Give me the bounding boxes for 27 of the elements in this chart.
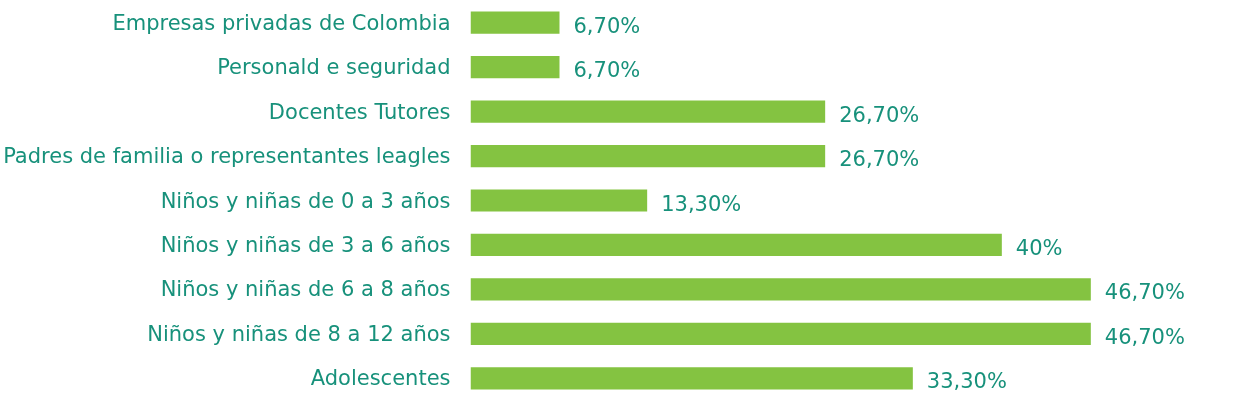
data-label: 26,70% [839, 147, 920, 172]
y-tick-label: Niños y niñas de 3 a 6 años [160, 232, 451, 257]
data-label: 6,70% [573, 58, 641, 83]
data-label: 6,70% [573, 13, 641, 38]
data-label: 40% [1015, 235, 1063, 260]
y-tick-label: Niños y niñas de 6 a 8 años [160, 277, 451, 302]
y-tick-label: Docentes Tutores [268, 99, 451, 124]
bar [470, 322, 1091, 345]
bar [470, 278, 1091, 301]
y-tick-label: Adolescentes [310, 366, 451, 391]
y-tick-label: Personald e seguridad [217, 55, 451, 80]
bar [470, 11, 560, 34]
y-tick-label: Niños y niñas de 0 a 3 años [160, 188, 451, 213]
y-tick-label: Niños y niñas de 8 a 12 años [147, 321, 451, 346]
bar [470, 56, 560, 79]
y-tick-label: Padres de familia o representantes leagles [3, 144, 451, 169]
bar [470, 189, 648, 212]
y-tick-label: Empresas privadas de Colombia [112, 10, 451, 35]
bar [470, 144, 826, 168]
data-label: 26,70% [839, 102, 920, 127]
bar [470, 233, 1002, 257]
bar [470, 367, 913, 390]
data-label: 46,70% [1104, 280, 1185, 305]
data-label: 13,30% [661, 191, 742, 216]
data-label: 46,70% [1104, 324, 1185, 349]
bar [470, 100, 826, 123]
data-label: 33,30% [926, 369, 1007, 394]
